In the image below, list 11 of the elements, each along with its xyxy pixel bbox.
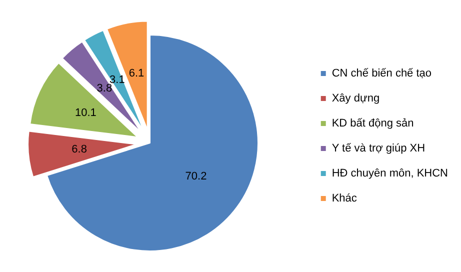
data-label: 10.1 <box>74 106 96 119</box>
data-label: 6.8 <box>72 144 87 156</box>
data-label: 70.2 <box>185 170 207 183</box>
data-label: 3.8 <box>96 82 112 95</box>
legend-label: Y tế và trợ giúp XH <box>332 142 426 154</box>
legend-label: KD bất động sản <box>332 118 414 130</box>
legend-label: Xây dựng <box>332 92 380 104</box>
legend-label: HĐ chuyên môn, KHCN <box>332 168 448 180</box>
data-label: 6.1 <box>128 67 144 80</box>
legend-label: Khác <box>332 192 358 204</box>
legend-label: CN chế biến chế tạo <box>332 68 432 80</box>
